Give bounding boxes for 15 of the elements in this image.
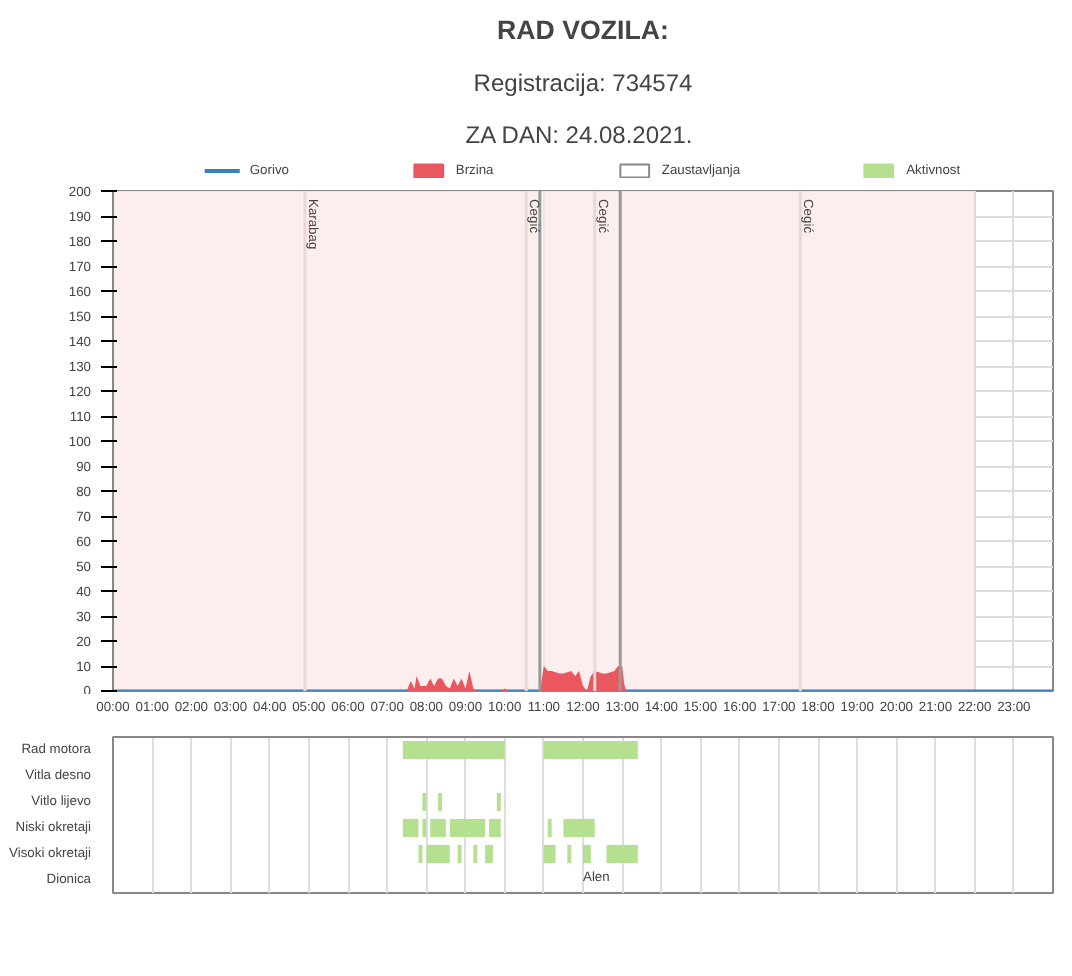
bar — [543, 844, 556, 864]
bar — [563, 818, 595, 838]
bar — [430, 818, 446, 838]
bar — [489, 818, 501, 838]
bar — [402, 740, 505, 760]
chart-subtitle: Registracija: 734574 — [473, 69, 694, 97]
bar — [543, 740, 638, 760]
bar — [606, 844, 638, 864]
text: ZA DAN: 24.08.2021. — [465, 121, 693, 149]
bar — [485, 844, 493, 864]
chart-title: RAD VOZILA: — [497, 15, 669, 45]
bar — [426, 844, 450, 864]
bar — [449, 818, 486, 838]
bar — [402, 818, 419, 838]
bar — [583, 844, 591, 864]
